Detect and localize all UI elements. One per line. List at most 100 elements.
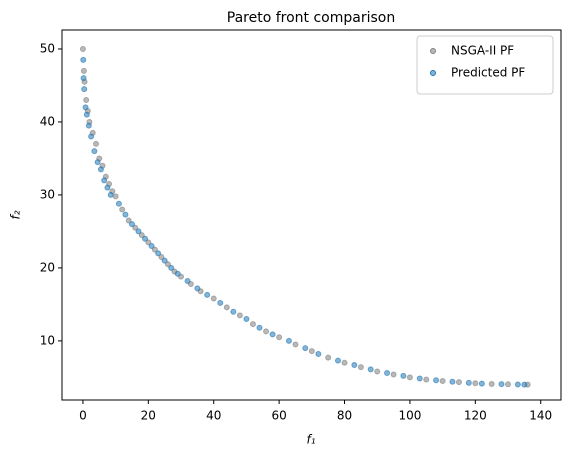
point [161,257,168,264]
legend-label: NSGA-II PF [451,44,514,58]
x-tick-label: 100 [398,409,421,423]
point [142,235,149,242]
y-tick-label: 40 [40,114,55,128]
x-axis-label: f₁ [306,433,315,447]
point [112,193,119,200]
point [194,285,201,292]
plot-frame [61,29,562,401]
point [132,224,139,231]
point [243,315,250,322]
y-tick-label: 10 [40,333,55,347]
point [325,354,332,361]
point [210,295,217,302]
point [88,133,95,140]
point [148,243,155,250]
point [498,381,505,388]
point [104,184,111,191]
point [367,366,374,373]
point [439,378,446,385]
point [79,45,86,52]
point [93,140,100,147]
point [125,217,132,224]
legend-label: Predicted PF [451,66,525,80]
point [315,351,322,358]
point [416,375,423,382]
point [514,381,521,388]
point [91,148,98,155]
point [455,379,462,386]
point [81,86,88,93]
point [135,228,142,235]
point [83,97,90,104]
point [384,369,391,376]
point [423,376,430,383]
point [406,374,413,381]
point [101,177,108,184]
point [85,122,92,129]
point [276,334,283,341]
point [80,75,87,82]
point [80,56,87,63]
point [334,357,341,364]
x-tick-label: 20 [141,409,156,423]
point [168,264,175,271]
point [138,232,145,239]
point [97,166,104,173]
point [155,250,162,257]
point [115,200,122,207]
point [122,211,129,218]
point [341,359,348,366]
point [217,299,224,306]
point [236,312,243,319]
point [249,321,256,328]
point [158,253,165,260]
point [204,291,211,298]
point [82,104,89,111]
point [357,364,364,371]
point [308,348,315,355]
point [390,371,397,378]
x-tick-label: 140 [529,409,552,423]
chart-title: Pareto front comparison [227,10,395,26]
legend-marker [430,48,436,54]
point [263,328,270,335]
point [107,191,114,198]
point [374,368,381,375]
point [269,331,276,338]
x-tick-label: 120 [464,409,487,423]
point [164,261,171,268]
point [465,379,472,386]
point [433,377,440,384]
point [83,111,90,118]
point [184,278,191,285]
point [285,337,292,344]
x-tick-label: 0 [79,409,87,423]
point [449,378,456,385]
point [145,239,152,246]
point [128,221,135,228]
point [488,380,495,387]
point [505,381,512,388]
point [256,324,263,331]
x-tick-label: 40 [206,409,221,423]
point [292,341,299,348]
point [478,380,485,387]
point [351,361,358,368]
y-tick-label: 50 [40,41,55,55]
y-tick-label: 20 [40,260,55,274]
point [400,372,407,379]
point [151,246,158,253]
point [119,206,126,213]
point [521,381,528,388]
legend-marker [430,70,436,76]
point [223,304,230,311]
legend-box [416,35,554,95]
point [472,380,479,387]
point [94,159,101,166]
point [174,270,181,277]
x-tick-label: 60 [271,409,286,423]
point [80,67,87,74]
point [302,345,309,352]
y-axis-label: f₂ [9,210,23,219]
